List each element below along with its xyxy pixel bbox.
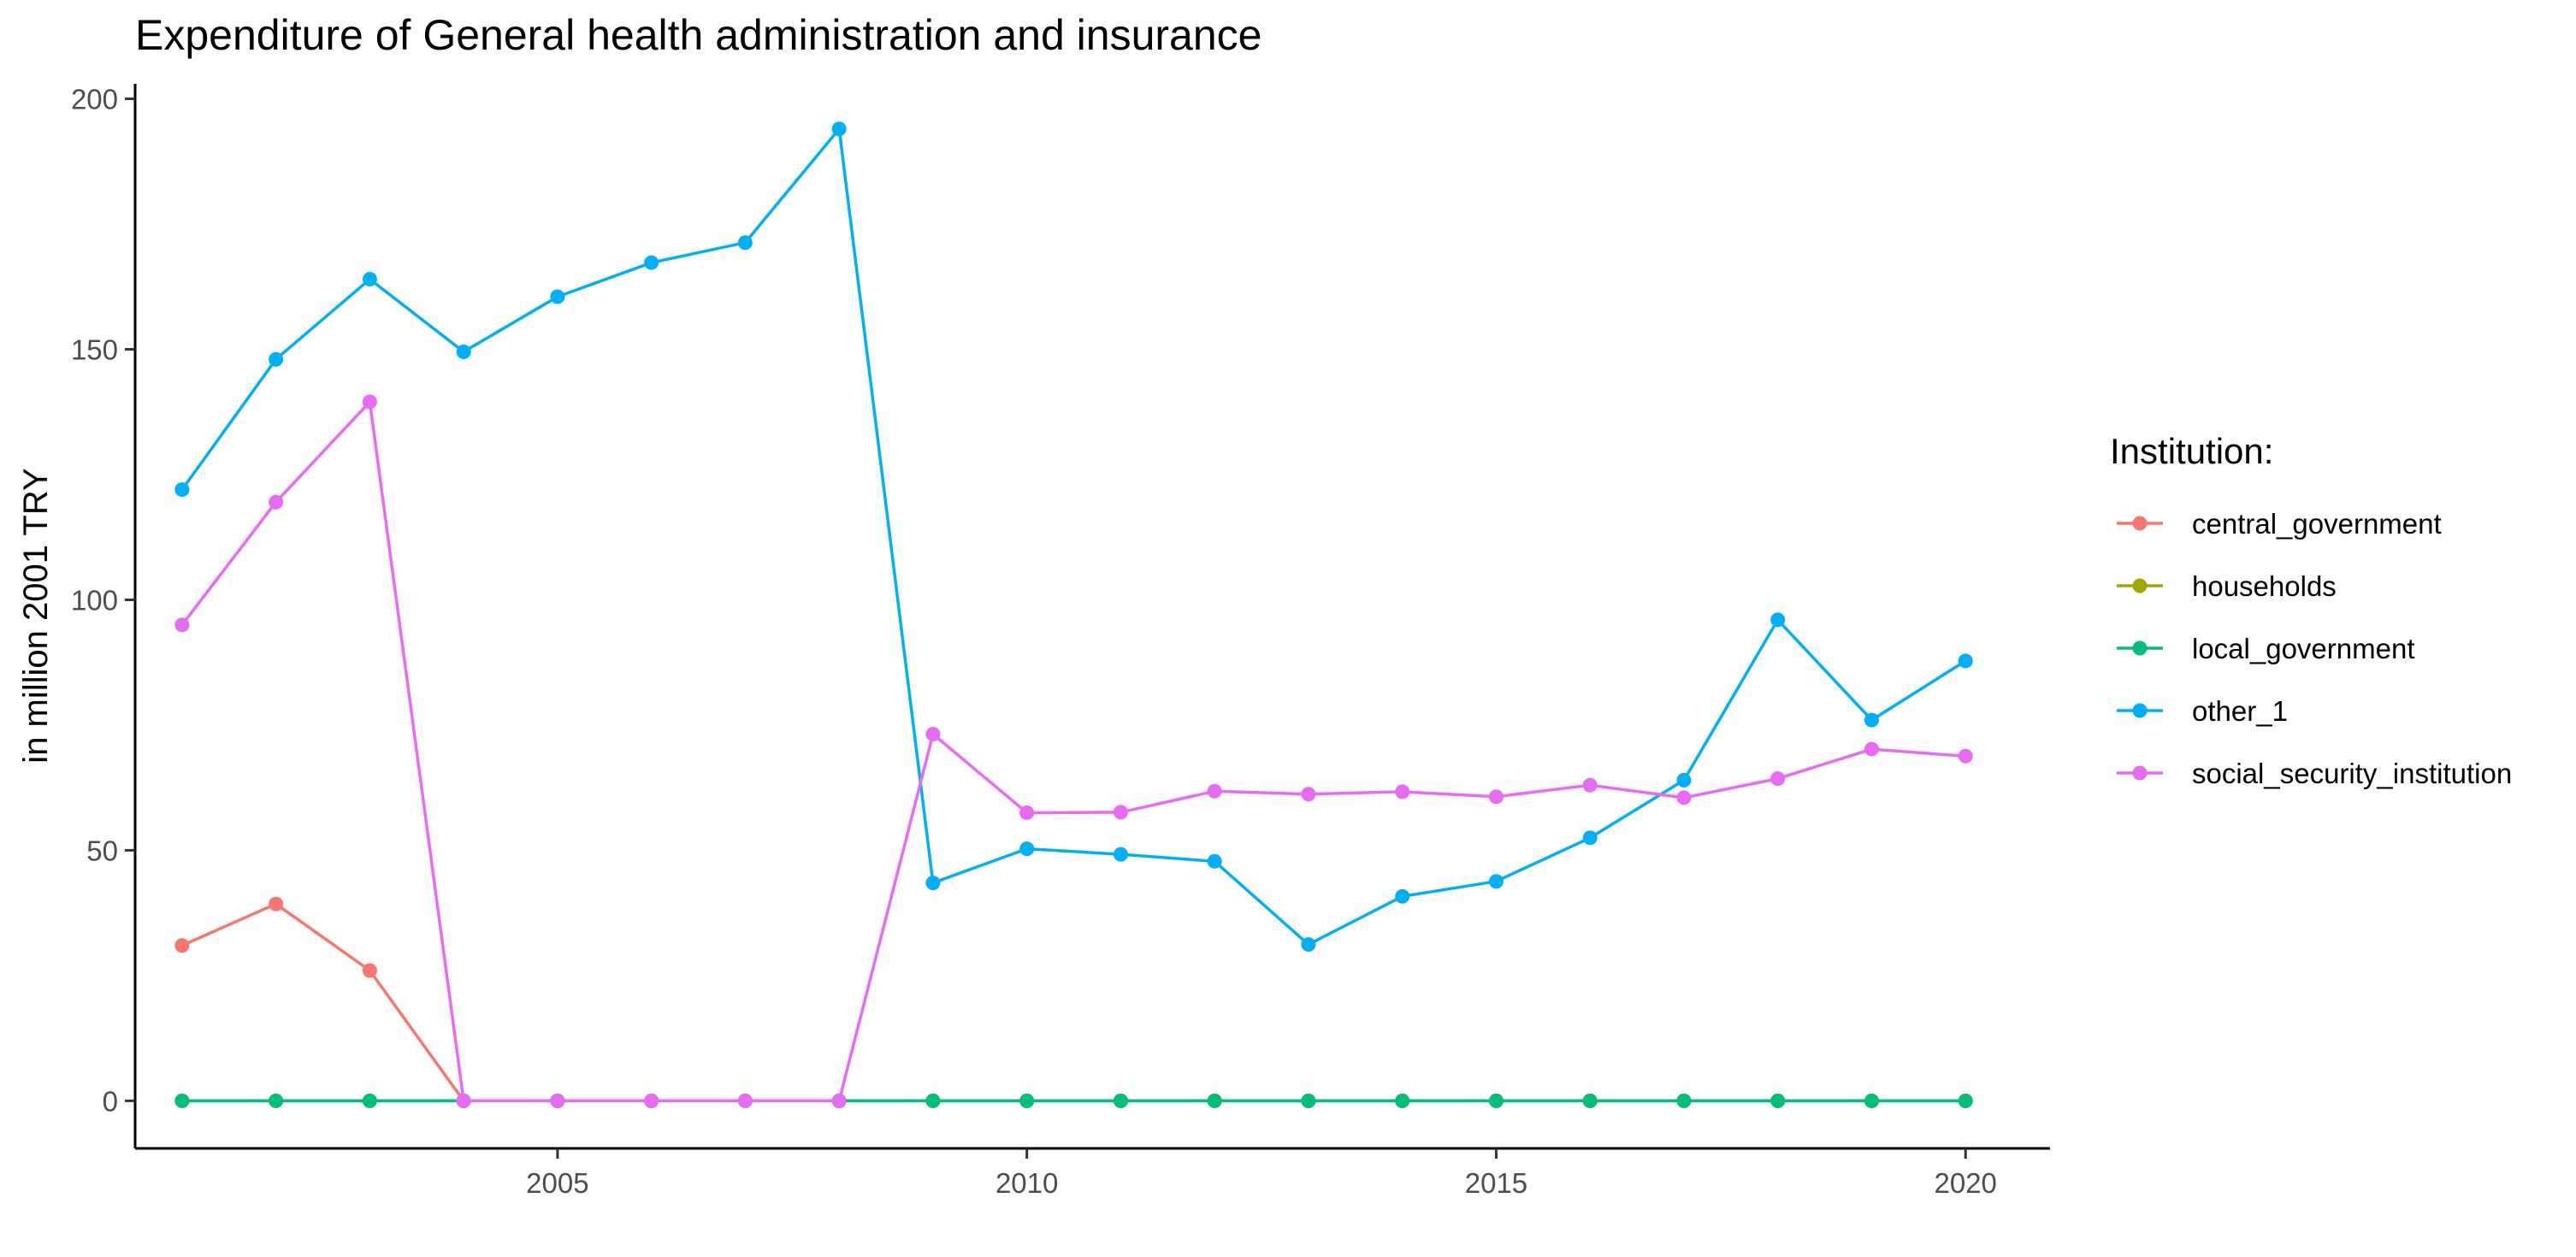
data-point <box>831 1093 847 1108</box>
legend-label: other_1 <box>2192 695 2288 727</box>
data-point <box>456 344 471 359</box>
data-point <box>1395 784 1410 800</box>
data-point <box>1113 805 1128 820</box>
y-tick-label: 0 <box>103 1085 118 1117</box>
y-tick-label: 200 <box>71 84 118 115</box>
series-line <box>180 127 1967 947</box>
data-point <box>269 896 284 912</box>
data-point <box>1019 841 1035 857</box>
data-point <box>1207 853 1222 869</box>
data-point <box>456 1093 471 1108</box>
data-point <box>1676 1093 1692 1108</box>
data-point <box>1770 1093 1786 1108</box>
data-point <box>1958 653 1973 669</box>
data-point <box>550 289 565 304</box>
series-central_government <box>174 896 1973 1108</box>
data-point <box>362 394 377 410</box>
data-point <box>174 617 190 633</box>
legend-key-point <box>2132 578 2148 593</box>
plot-area: 0 50 100 150 200 2005 2010 2015 2020 <box>71 84 2050 1199</box>
legend-key-point <box>2132 765 2148 781</box>
data-point <box>1958 1093 1973 1108</box>
data-point <box>1113 1093 1128 1108</box>
data-point <box>362 963 377 978</box>
series-line <box>180 400 1966 1103</box>
x-tick-label: 2005 <box>526 1167 588 1199</box>
x-tick-label: 2010 <box>996 1167 1058 1199</box>
series-social_security_institution <box>174 394 1973 1108</box>
data-point <box>174 938 190 953</box>
axis-layer: 0 50 100 150 200 2005 2010 2015 2020 <box>71 84 2050 1199</box>
legend-label: social_security_institution <box>2192 758 2512 789</box>
data-point <box>1864 1093 1879 1108</box>
data-point <box>174 482 190 498</box>
legend-label: local_government <box>2192 633 2415 664</box>
y-tick-label: 50 <box>86 835 118 866</box>
data-point <box>644 1093 659 1108</box>
data-point <box>1676 772 1692 788</box>
legend-item: other_1 <box>2117 695 2288 727</box>
legend-items: central_government households local_govern… <box>2117 508 2512 789</box>
legend-label: central_government <box>2192 508 2442 540</box>
data-point <box>1395 1093 1410 1108</box>
data-point <box>1582 1093 1598 1108</box>
data-point <box>644 255 659 270</box>
series-other_1 <box>174 121 1973 953</box>
legend-item: local_government <box>2117 633 2415 664</box>
legend-label: households <box>2192 570 2337 602</box>
data-point <box>1207 783 1222 799</box>
data-point <box>1207 1093 1222 1108</box>
data-point <box>1958 748 1973 764</box>
data-point <box>925 726 941 741</box>
y-axis-title: in million 2001 TRY <box>17 468 55 763</box>
data-point <box>269 494 284 510</box>
data-point <box>269 351 284 367</box>
data-point <box>925 875 941 890</box>
data-point <box>362 271 377 286</box>
data-point <box>1770 612 1786 628</box>
legend-key-point <box>2132 640 2148 656</box>
data-point <box>550 1093 565 1108</box>
data-point <box>1019 1093 1035 1108</box>
y-tick-label: 100 <box>71 584 118 616</box>
x-tick-label: 2015 <box>1465 1167 1527 1199</box>
data-point <box>1488 789 1504 805</box>
data-point <box>1019 805 1035 820</box>
data-point <box>1770 771 1786 787</box>
data-point <box>362 1093 377 1108</box>
data-point <box>925 1093 941 1108</box>
legend-key-point <box>2132 703 2148 718</box>
data-point <box>1582 777 1598 793</box>
data-point <box>1676 790 1692 806</box>
data-point <box>1488 874 1504 889</box>
legend-key-point <box>2132 516 2148 531</box>
legend-item: households <box>2117 570 2337 602</box>
data-point <box>737 235 753 251</box>
data-point <box>1395 888 1410 904</box>
data-point <box>1301 937 1316 953</box>
data-point <box>1301 787 1316 802</box>
chart-title: Expenditure of General health administra… <box>135 11 1261 59</box>
data-point <box>1582 830 1598 846</box>
data-point <box>174 1093 190 1108</box>
legend-title: Institution: <box>2110 431 2273 471</box>
data-point <box>1864 741 1879 757</box>
series-local_government <box>174 1093 1973 1108</box>
data-point <box>269 1093 284 1108</box>
data-point <box>831 121 847 137</box>
y-tick-label: 150 <box>71 334 118 366</box>
x-tick-label: 2020 <box>1935 1167 1997 1199</box>
data-point <box>1488 1093 1504 1108</box>
legend-item: central_government <box>2117 508 2442 540</box>
legend: Institution: central_government household… <box>2110 431 2512 789</box>
data-point <box>1301 1093 1316 1108</box>
data-point <box>1113 847 1128 862</box>
data-point <box>1864 712 1879 728</box>
legend-item: social_security_institution <box>2117 758 2512 789</box>
series-layer <box>174 121 1973 1108</box>
data-point <box>737 1093 753 1108</box>
